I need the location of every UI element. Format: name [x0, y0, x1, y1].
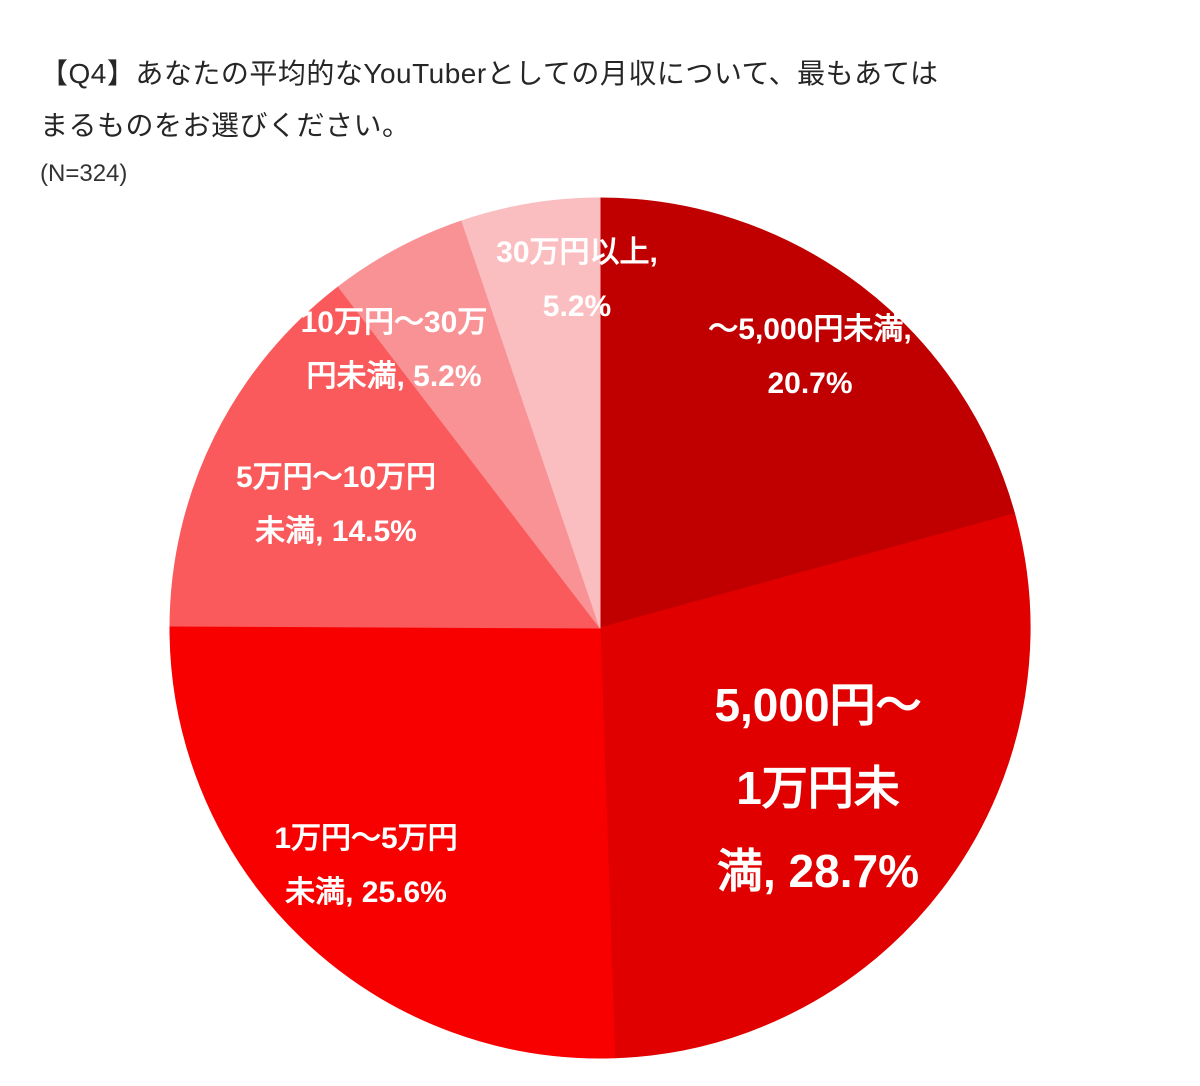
sample-size-label: (N=324): [40, 160, 128, 187]
pie-slice-1: [599, 197, 1016, 629]
question-title-line-2: まるものをお選びください。: [40, 110, 411, 141]
question-title: 【Q4】あなたの平均的なYouTuberとしての月収について、最もあては まるも…: [40, 48, 939, 196]
pie-slice-6: [461, 197, 601, 629]
question-title-line-1: 【Q4】あなたの平均的なYouTuberとしての月収について、最もあては: [40, 58, 939, 89]
pie-slice-5: [337, 220, 601, 629]
pie-slice-4: [169, 286, 602, 629]
pie-slice-2: [599, 513, 1031, 1059]
pie-slice-3: [169, 625, 616, 1059]
